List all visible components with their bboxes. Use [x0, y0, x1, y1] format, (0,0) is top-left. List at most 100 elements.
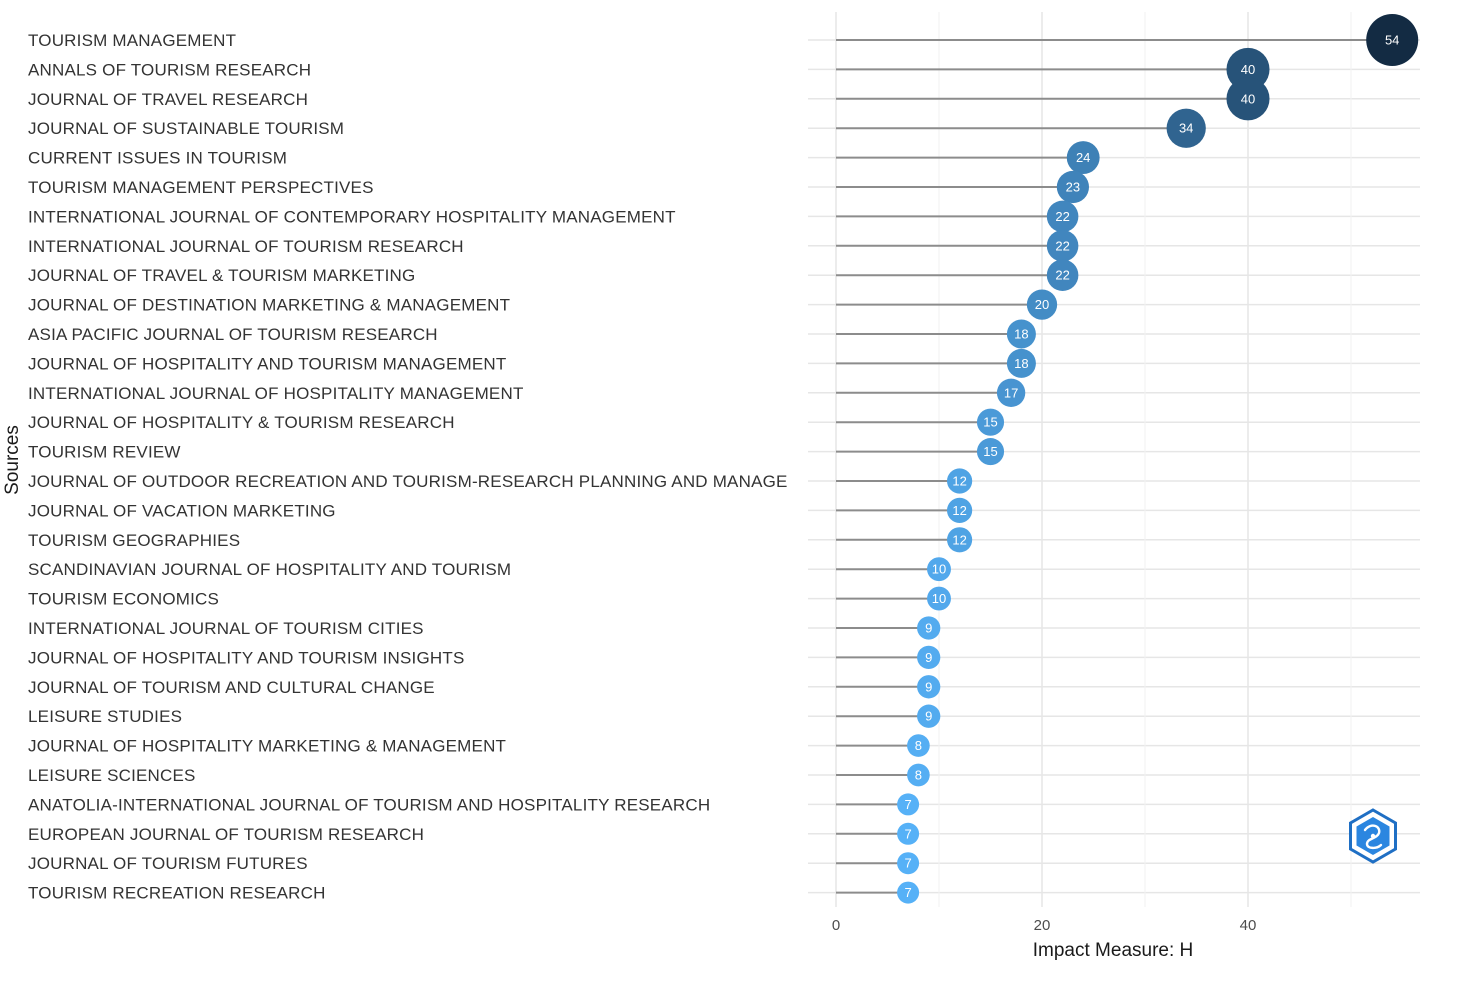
category-label: CURRENT ISSUES IN TOURISM — [28, 149, 287, 168]
lollipop-point — [897, 852, 920, 875]
lollipop-point — [1006, 319, 1036, 349]
value-label: 15 — [983, 444, 997, 459]
value-label: 24 — [1076, 150, 1090, 165]
lollipop-point — [927, 557, 951, 582]
lollipop-point — [947, 468, 973, 494]
category-label: LEISURE STUDIES — [28, 707, 182, 726]
category-label: JOURNAL OF HOSPITALITY & TOURISM RESEARC… — [28, 413, 455, 432]
value-label: 10 — [932, 591, 946, 606]
lollipop-point — [1006, 348, 1036, 378]
category-label: TOURISM MANAGEMENT PERSPECTIVES — [28, 178, 374, 197]
lollipop-point — [917, 645, 941, 670]
grid-lines — [808, 12, 1420, 907]
bibliometrix-logo-icon — [1349, 808, 1397, 864]
lollipop-point — [1226, 77, 1270, 121]
category-label: JOURNAL OF HOSPITALITY AND TOURISM INSIG… — [28, 648, 465, 667]
value-label: 34 — [1179, 121, 1193, 136]
category-label: JOURNAL OF TOURISM AND CULTURAL CHANGE — [28, 678, 435, 697]
category-label: JOURNAL OF OUTDOOR RECREATION AND TOURIS… — [28, 472, 788, 491]
category-label: JOURNAL OF VACATION MARKETING — [28, 501, 336, 520]
category-label: SCANDINAVIAN JOURNAL OF HOSPITALITY AND … — [28, 560, 511, 579]
value-label: 7 — [904, 885, 911, 900]
value-label: 10 — [932, 562, 946, 577]
category-label: INTERNATIONAL JOURNAL OF TOURISM CITIES — [28, 619, 424, 638]
category-label: INTERNATIONAL JOURNAL OF CONTEMPORARY HO… — [28, 207, 676, 226]
category-labels: TOURISM MANAGEMENT ANNALS OF TOURISM RESE… — [28, 31, 788, 903]
lollipop-points: 54 40 40 34 24 23 22 22 22 20 18 18 17 15 15 12 12 12 10 10… — [897, 14, 1419, 904]
category-label: INTERNATIONAL JOURNAL OF HOSPITALITY MAN… — [28, 384, 524, 403]
value-label: 9 — [925, 650, 932, 665]
value-label: 9 — [925, 679, 932, 694]
value-label: 12 — [952, 474, 966, 489]
value-label: 15 — [983, 415, 997, 430]
value-label: 8 — [915, 768, 922, 783]
category-label: JOURNAL OF HOSPITALITY AND TOURISM MANAG… — [28, 354, 506, 373]
lollipop-point — [976, 438, 1005, 466]
lollipop-point — [1366, 14, 1419, 66]
value-label: 22 — [1055, 268, 1069, 283]
lollipop-point — [976, 408, 1005, 436]
value-label: 20 — [1035, 297, 1049, 312]
value-label: 12 — [952, 503, 966, 518]
category-label: JOURNAL OF TRAVEL RESEARCH — [28, 90, 308, 109]
value-label: 9 — [925, 621, 932, 636]
lollipop-point — [897, 881, 920, 904]
value-label: 40 — [1241, 91, 1255, 106]
value-label: 54 — [1385, 33, 1399, 48]
lollipop-point — [907, 763, 930, 787]
x-tick-labels: 0 20 40 — [832, 917, 1257, 934]
lollipop-point — [996, 378, 1026, 407]
value-label: 7 — [904, 826, 911, 841]
value-label: 22 — [1055, 238, 1069, 253]
value-label: 9 — [925, 709, 932, 724]
category-label: ANNALS OF TOURISM RESEARCH — [28, 60, 311, 79]
category-label: JOURNAL OF HOSPITALITY MARKETING & MANAG… — [28, 737, 506, 756]
category-label: ANATOLIA-INTERNATIONAL JOURNAL OF TOURIS… — [28, 795, 710, 814]
category-label: TOURISM REVIEW — [28, 443, 181, 462]
lollipop-stems — [836, 39, 1393, 894]
lollipop-point — [1166, 108, 1206, 148]
lollipop-point — [1046, 200, 1079, 233]
category-label: INTERNATIONAL JOURNAL OF TOURISM RESEARC… — [28, 237, 464, 256]
x-tick-label: 0 — [832, 917, 840, 934]
lollipop-point — [927, 586, 951, 611]
lollipop-point — [1046, 230, 1079, 262]
lollipop-point — [1056, 170, 1090, 204]
lollipop-point — [897, 793, 920, 816]
category-label: LEISURE SCIENCES — [28, 766, 196, 785]
category-label: JOURNAL OF DESTINATION MARKETING & MANAG… — [28, 296, 510, 315]
lollipop-point — [1046, 259, 1079, 291]
value-label: 23 — [1066, 180, 1080, 195]
category-label: EUROPEAN JOURNAL OF TOURISM RESEARCH — [28, 825, 424, 844]
lollipop-point — [1066, 141, 1100, 175]
value-label: 17 — [1004, 385, 1018, 400]
lollipop-point — [907, 734, 930, 757]
category-label: TOURISM ECONOMICS — [28, 590, 219, 609]
category-label: ASIA PACIFIC JOURNAL OF TOURISM RESEARCH — [28, 325, 438, 344]
lollipop-point — [917, 704, 941, 728]
lollipop-point — [897, 822, 920, 845]
category-label: JOURNAL OF SUSTAINABLE TOURISM — [28, 119, 344, 138]
value-label: 7 — [904, 856, 911, 871]
lollipop-point — [947, 497, 973, 523]
value-label: 8 — [915, 738, 922, 753]
x-axis-title: Impact Measure: H — [1033, 940, 1194, 961]
category-label: TOURISM MANAGEMENT — [28, 31, 236, 50]
x-tick-label: 20 — [1034, 917, 1051, 934]
value-label: 40 — [1241, 62, 1255, 77]
value-label: 12 — [952, 532, 966, 547]
lollipop-point — [1026, 289, 1058, 320]
value-label: 7 — [904, 797, 911, 812]
value-label: 18 — [1014, 356, 1028, 371]
value-label: 18 — [1014, 327, 1028, 342]
x-tick-label: 40 — [1240, 917, 1257, 934]
category-label: JOURNAL OF TRAVEL & TOURISM MARKETING — [28, 266, 415, 285]
lollipop-point — [947, 527, 973, 553]
lollipop-point — [917, 675, 941, 699]
category-label: TOURISM GEOGRAPHIES — [28, 531, 240, 550]
category-label: JOURNAL OF TOURISM FUTURES — [28, 854, 308, 873]
lollipop-point — [917, 616, 941, 640]
value-label: 22 — [1055, 209, 1069, 224]
category-label: TOURISM RECREATION RESEARCH — [28, 884, 326, 903]
